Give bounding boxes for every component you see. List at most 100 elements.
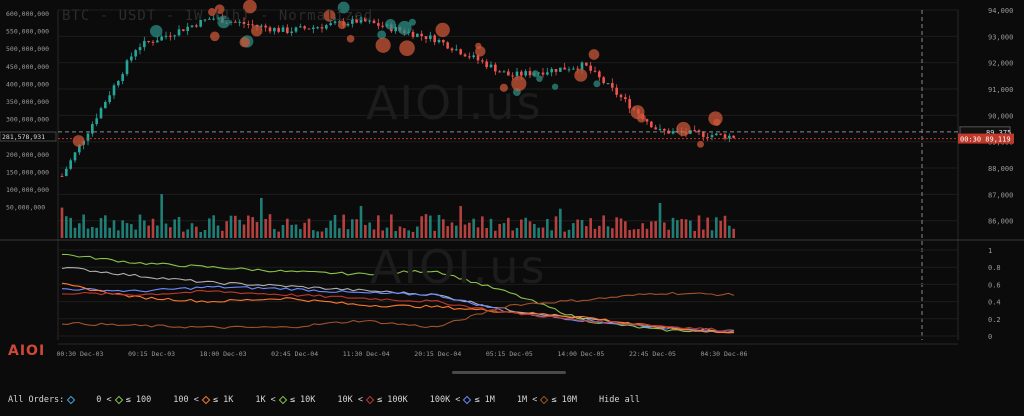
legend-item-label: ≤ 1K	[212, 395, 234, 405]
legend-item-label: 100K <	[429, 395, 461, 405]
candle-body	[281, 27, 285, 32]
candle-body	[307, 28, 311, 30]
candle-body	[442, 39, 445, 43]
volume-bar	[195, 226, 198, 238]
volume-bar	[602, 215, 605, 238]
volume-bar	[216, 225, 220, 238]
candle-body	[463, 54, 467, 57]
candle-body	[290, 31, 293, 34]
order-bubble	[337, 1, 350, 14]
horizontal-scrollbar[interactable]	[452, 371, 566, 374]
price-tick-label: 88,000	[988, 165, 1013, 173]
volume-bar	[238, 219, 241, 238]
hide-all-button[interactable]: Hide all	[599, 395, 640, 405]
order-bubble	[377, 30, 387, 40]
order-bubble	[217, 15, 231, 29]
volume-bar	[632, 229, 636, 238]
volume-tick-label: 400,000,000	[6, 80, 49, 88]
volume-bar	[273, 228, 276, 238]
legend-item-3[interactable]: 10K < ≤ 100K	[337, 395, 407, 405]
candle-body	[719, 133, 722, 135]
candle-body	[658, 128, 662, 130]
volume-bar	[351, 219, 354, 238]
volume-tick-label: 350,000,000	[6, 98, 49, 106]
candle-body	[91, 124, 94, 134]
volume-bar	[303, 222, 306, 238]
volume-bar	[95, 227, 98, 238]
candle-body	[277, 27, 280, 32]
volume-bar	[338, 228, 341, 238]
volume-tick-label: 300,000,000	[6, 116, 49, 124]
candle-body	[693, 130, 696, 132]
legend-item-label: ≤ 100K	[377, 395, 408, 405]
order-bubble	[208, 8, 216, 17]
price-chart-svg[interactable]: 94,00093,00092,00091,00090,00089,00088,0…	[0, 0, 1024, 375]
candle-body	[589, 65, 592, 71]
volume-bar	[628, 229, 631, 238]
candle-body	[645, 119, 649, 122]
time-axis-label: 09:15 Dec-03	[128, 350, 175, 358]
volume-bar	[437, 214, 441, 238]
left-marker-box	[0, 131, 57, 142]
volume-bar	[455, 225, 458, 238]
candle-body	[563, 67, 566, 70]
candle-body	[611, 83, 614, 88]
indicator-series-line	[61, 290, 735, 333]
volume-bar	[138, 214, 142, 238]
candle-body	[576, 68, 579, 70]
volume-bar	[732, 228, 735, 238]
order-bubble	[588, 49, 600, 60]
legend-all-orders[interactable]: All Orders:	[8, 395, 76, 405]
candle-body	[671, 131, 675, 134]
volume-tick-label: 200,000,000	[6, 151, 49, 159]
candle-body	[437, 39, 441, 43]
volume-bar	[177, 217, 181, 238]
volume-tick-label: 600,000,000	[6, 10, 49, 18]
price-tick-label: 91,000	[988, 86, 1013, 94]
candle-body	[481, 60, 484, 62]
candle-body	[494, 64, 497, 72]
candle-body	[303, 26, 306, 29]
volume-bar	[589, 218, 592, 238]
candle-body	[485, 61, 488, 68]
diamond-icon	[201, 395, 211, 405]
volume-bar	[645, 228, 649, 238]
candle-body	[143, 40, 146, 48]
legend-item-2[interactable]: 1K < ≤ 10K	[255, 395, 315, 405]
volume-bar	[576, 219, 579, 238]
candle-body	[559, 67, 562, 72]
volume-bar	[346, 229, 350, 238]
candle-body	[355, 18, 358, 23]
candle-body	[546, 72, 549, 75]
volume-bar	[693, 230, 696, 238]
candle-body	[619, 94, 623, 98]
legend-item-label: 1K <	[255, 395, 276, 405]
indicator-tick-label: 0.6	[988, 281, 1001, 289]
legend-item-5[interactable]: 1M < ≤ 10M	[517, 395, 577, 405]
volume-bar	[121, 220, 124, 238]
volume-bar	[546, 218, 549, 238]
volume-bar	[429, 215, 432, 238]
candle-body	[580, 62, 584, 70]
legend-item-1[interactable]: 100 < ≤ 1K	[173, 395, 233, 405]
volume-bar	[125, 223, 129, 238]
volume-bar	[598, 225, 601, 238]
candle-body	[134, 50, 137, 57]
volume-bar	[234, 215, 237, 238]
candle-body	[242, 21, 246, 24]
candle-body	[572, 68, 575, 70]
volume-bar	[593, 228, 597, 238]
candle-body	[411, 31, 415, 37]
legend-item-0[interactable]: 0 < ≤ 100	[96, 395, 151, 405]
volume-bar	[450, 222, 454, 238]
volume-bar	[91, 226, 94, 238]
candle-body	[520, 71, 523, 76]
legend-item-4[interactable]: 100K < ≤ 1M	[430, 395, 495, 405]
candle-body	[528, 71, 532, 76]
chart-area[interactable]: 94,00093,00092,00091,00090,00089,00088,0…	[0, 0, 1024, 375]
candle-body	[507, 71, 510, 76]
volume-bar	[251, 217, 254, 238]
candle-body	[455, 49, 458, 51]
volume-bar	[372, 229, 376, 238]
candle-body	[377, 23, 380, 26]
